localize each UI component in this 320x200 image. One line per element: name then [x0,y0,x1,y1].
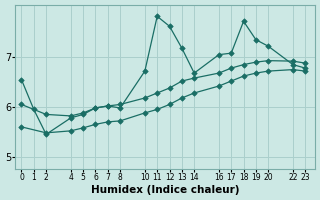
X-axis label: Humidex (Indice chaleur): Humidex (Indice chaleur) [91,185,239,195]
